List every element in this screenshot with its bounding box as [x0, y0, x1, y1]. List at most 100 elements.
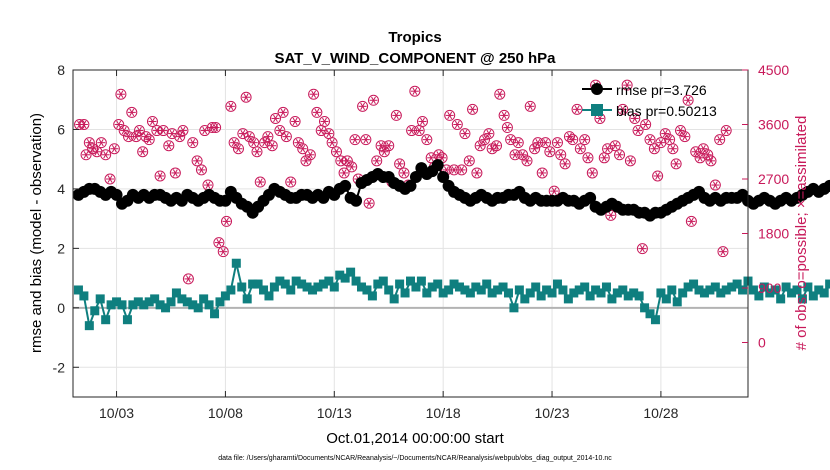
obs-possible-marker [177, 125, 189, 137]
obs-count-point [169, 167, 181, 179]
obs-assimilated-stroke [617, 151, 622, 159]
obs-assimilated-stroke [154, 126, 160, 135]
bias-point [188, 300, 198, 310]
obs-count-point [270, 112, 281, 124]
obs-count-point [346, 161, 358, 173]
y-right-tick-label: 0 [758, 335, 766, 351]
bias-point [182, 297, 192, 307]
obs-count-point [187, 137, 199, 149]
bias-point [498, 282, 508, 292]
obs-assimilated-stroke [515, 138, 521, 147]
obs-assimilated-stroke [98, 138, 104, 147]
obs-possible-marker [174, 131, 186, 143]
obs-count-point [629, 112, 641, 124]
y-tick-label: 6 [57, 121, 65, 137]
obs-assimilated-stroke [486, 129, 492, 138]
obs-possible-marker [624, 155, 636, 167]
obs-assimilated-stroke [366, 199, 372, 207]
y-tick-label: -2 [53, 359, 66, 375]
obs-count-point [467, 103, 479, 115]
obs-count-point [544, 146, 556, 158]
bias-point [710, 282, 720, 292]
obs-count-point [146, 115, 158, 127]
x-tick-label: 10/03 [99, 405, 134, 421]
obs-assimilated-stroke [470, 105, 475, 114]
obs-possible-marker [133, 125, 145, 137]
obs-possible-marker [567, 134, 579, 146]
obs-assimilated-stroke [349, 163, 355, 171]
obs-count-point [300, 155, 312, 167]
bias-point [335, 270, 345, 280]
obs-assimilated-stroke [136, 126, 142, 135]
plot-area [73, 70, 748, 397]
obs-assimilated-stroke [612, 141, 618, 150]
obs-assimilated-stroke [547, 148, 553, 156]
obs-assimilated-stroke [185, 275, 191, 283]
obs-count-point [357, 100, 369, 112]
obs-possible-marker [524, 100, 536, 112]
obs-assimilated-stroke [670, 145, 676, 153]
obs-assimilated-stroke [447, 111, 453, 120]
bias-point [128, 300, 138, 310]
obs-assimilated-stroke [172, 169, 178, 177]
obs-count-point [444, 109, 456, 121]
obs-possible-marker [421, 134, 433, 146]
obs-count-point [304, 149, 316, 161]
bias-point [357, 282, 367, 292]
bias-point [765, 288, 775, 298]
obs-assimilated-stroke [409, 126, 415, 135]
obs-possible-marker [463, 155, 475, 167]
obs-count-point [289, 115, 301, 127]
obs-count-point [217, 246, 229, 258]
obs-assimilated-stroke [199, 166, 204, 174]
bias-point [727, 282, 737, 292]
obs-possible-marker [614, 149, 626, 161]
obs-count-point [210, 122, 222, 134]
obs-possible-marker [367, 94, 379, 106]
chart-title: Tropics [388, 29, 441, 46]
obs-count-point [624, 155, 636, 167]
bias-point [520, 294, 530, 304]
obs-assimilated-stroke [708, 157, 714, 165]
obs-assimilated-stroke [326, 129, 332, 138]
obs-count-point [609, 140, 621, 152]
obs-assimilated-stroke [508, 135, 514, 144]
obs-assimilated-stroke [329, 138, 335, 147]
obs-possible-marker [609, 140, 621, 152]
obs-count-point [512, 137, 524, 149]
obs-count-point [498, 109, 510, 121]
obs-possible-marker [390, 109, 402, 121]
obs-count-point [640, 119, 652, 130]
obs-possible-marker [78, 119, 90, 130]
obs-possible-marker [338, 167, 350, 179]
obs-assimilated-stroke [283, 132, 289, 141]
obs-possible-marker [682, 94, 694, 106]
obs-count-point [318, 115, 330, 127]
obs-count-point [648, 143, 660, 155]
obs-assimilated-stroke [520, 151, 526, 159]
obs-count-point [602, 143, 614, 155]
obs-assimilated-stroke [334, 148, 339, 156]
bias-point [776, 294, 786, 304]
bias-point [601, 282, 611, 292]
bias-point [351, 276, 361, 286]
obs-count-point [326, 137, 338, 149]
obs-count-point [274, 125, 286, 137]
bias-point [552, 279, 562, 289]
obs-assimilated-stroke [190, 138, 196, 147]
obs-possible-marker [100, 149, 112, 161]
obs-assimilated-stroke [527, 102, 533, 111]
obs-possible-marker [277, 106, 289, 118]
obs-assimilated-stroke [280, 108, 286, 117]
obs-assimilated-stroke [126, 132, 131, 141]
bias-point [569, 288, 579, 298]
obs-count-point [394, 158, 406, 170]
obs-assimilated-stroke [386, 141, 392, 150]
bias-point [79, 291, 89, 301]
obs-assimilated-stroke [697, 154, 703, 162]
obs-assimilated-stroke [269, 141, 275, 150]
obs-assimilated-stroke [643, 120, 649, 129]
obs-assimilated-stroke [295, 138, 301, 147]
rmse-point [219, 194, 232, 207]
